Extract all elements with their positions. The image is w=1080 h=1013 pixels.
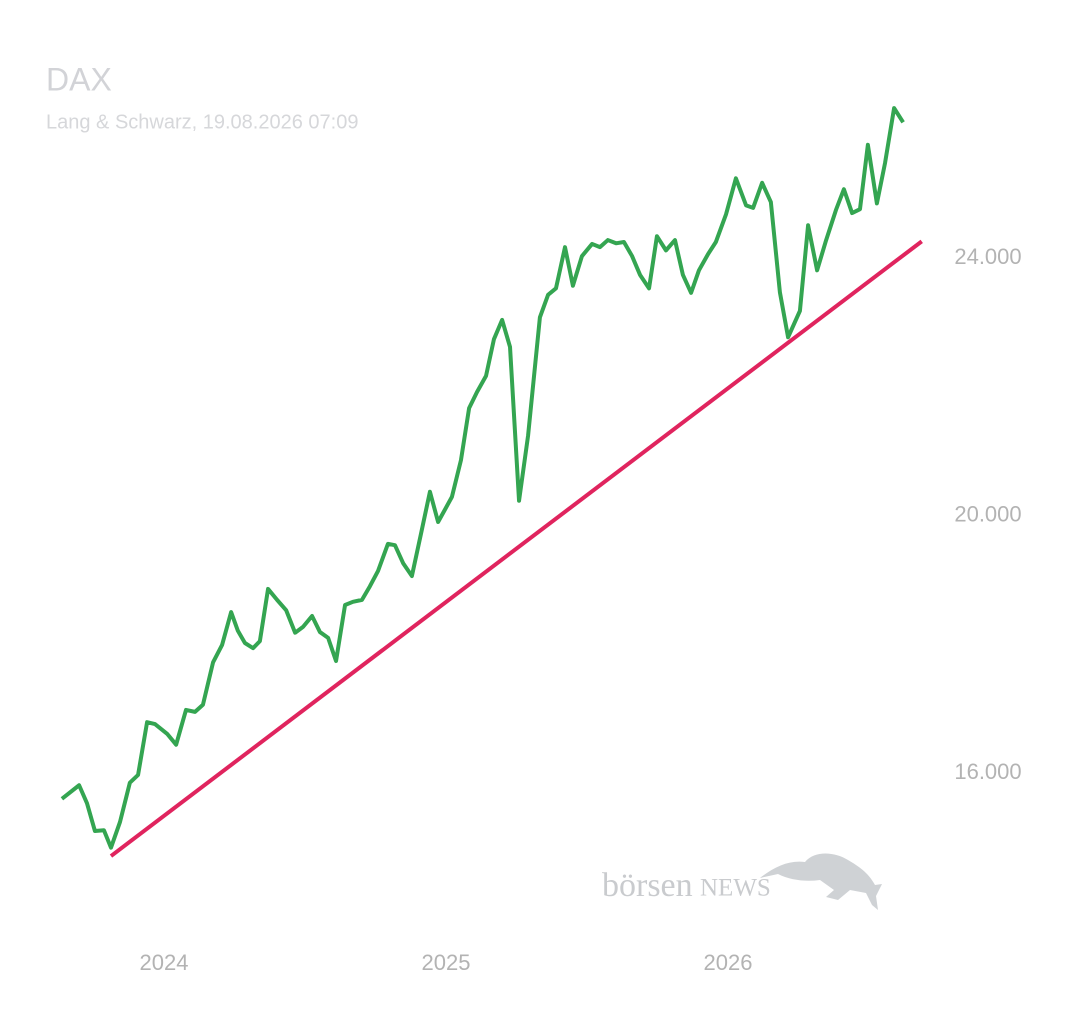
chart-subtitle: Lang & Schwarz, 19.08.2026 07:09 [46, 111, 358, 133]
line [109, 239, 923, 858]
x-tick-label: 2026 [704, 950, 753, 975]
bull-logo [760, 853, 882, 910]
line [60, 106, 905, 850]
x-tick-label: 2025 [422, 950, 471, 975]
watermark: börsen NEWS [602, 853, 882, 910]
watermark-suffix: NEWS [700, 875, 771, 902]
x-tick-label: 2024 [140, 950, 189, 975]
chart-title: DAX [46, 61, 112, 97]
y-tick-label: 16.000 [954, 759, 1021, 784]
y-tick-label: 20.000 [954, 501, 1021, 526]
y-tick-label: 24.000 [954, 244, 1021, 269]
watermark-prefix: börsen [602, 867, 693, 904]
